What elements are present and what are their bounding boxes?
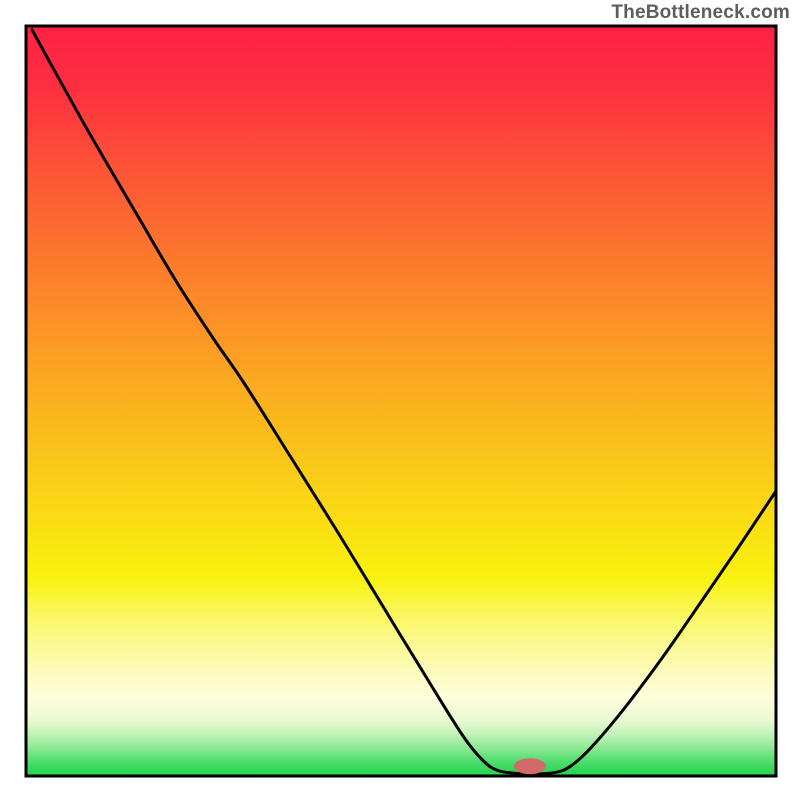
bottleneck-chart [0,0,800,800]
watermark-text: TheBottleneck.com [611,2,790,24]
optimal-marker [514,758,546,774]
gradient-background [26,26,776,776]
